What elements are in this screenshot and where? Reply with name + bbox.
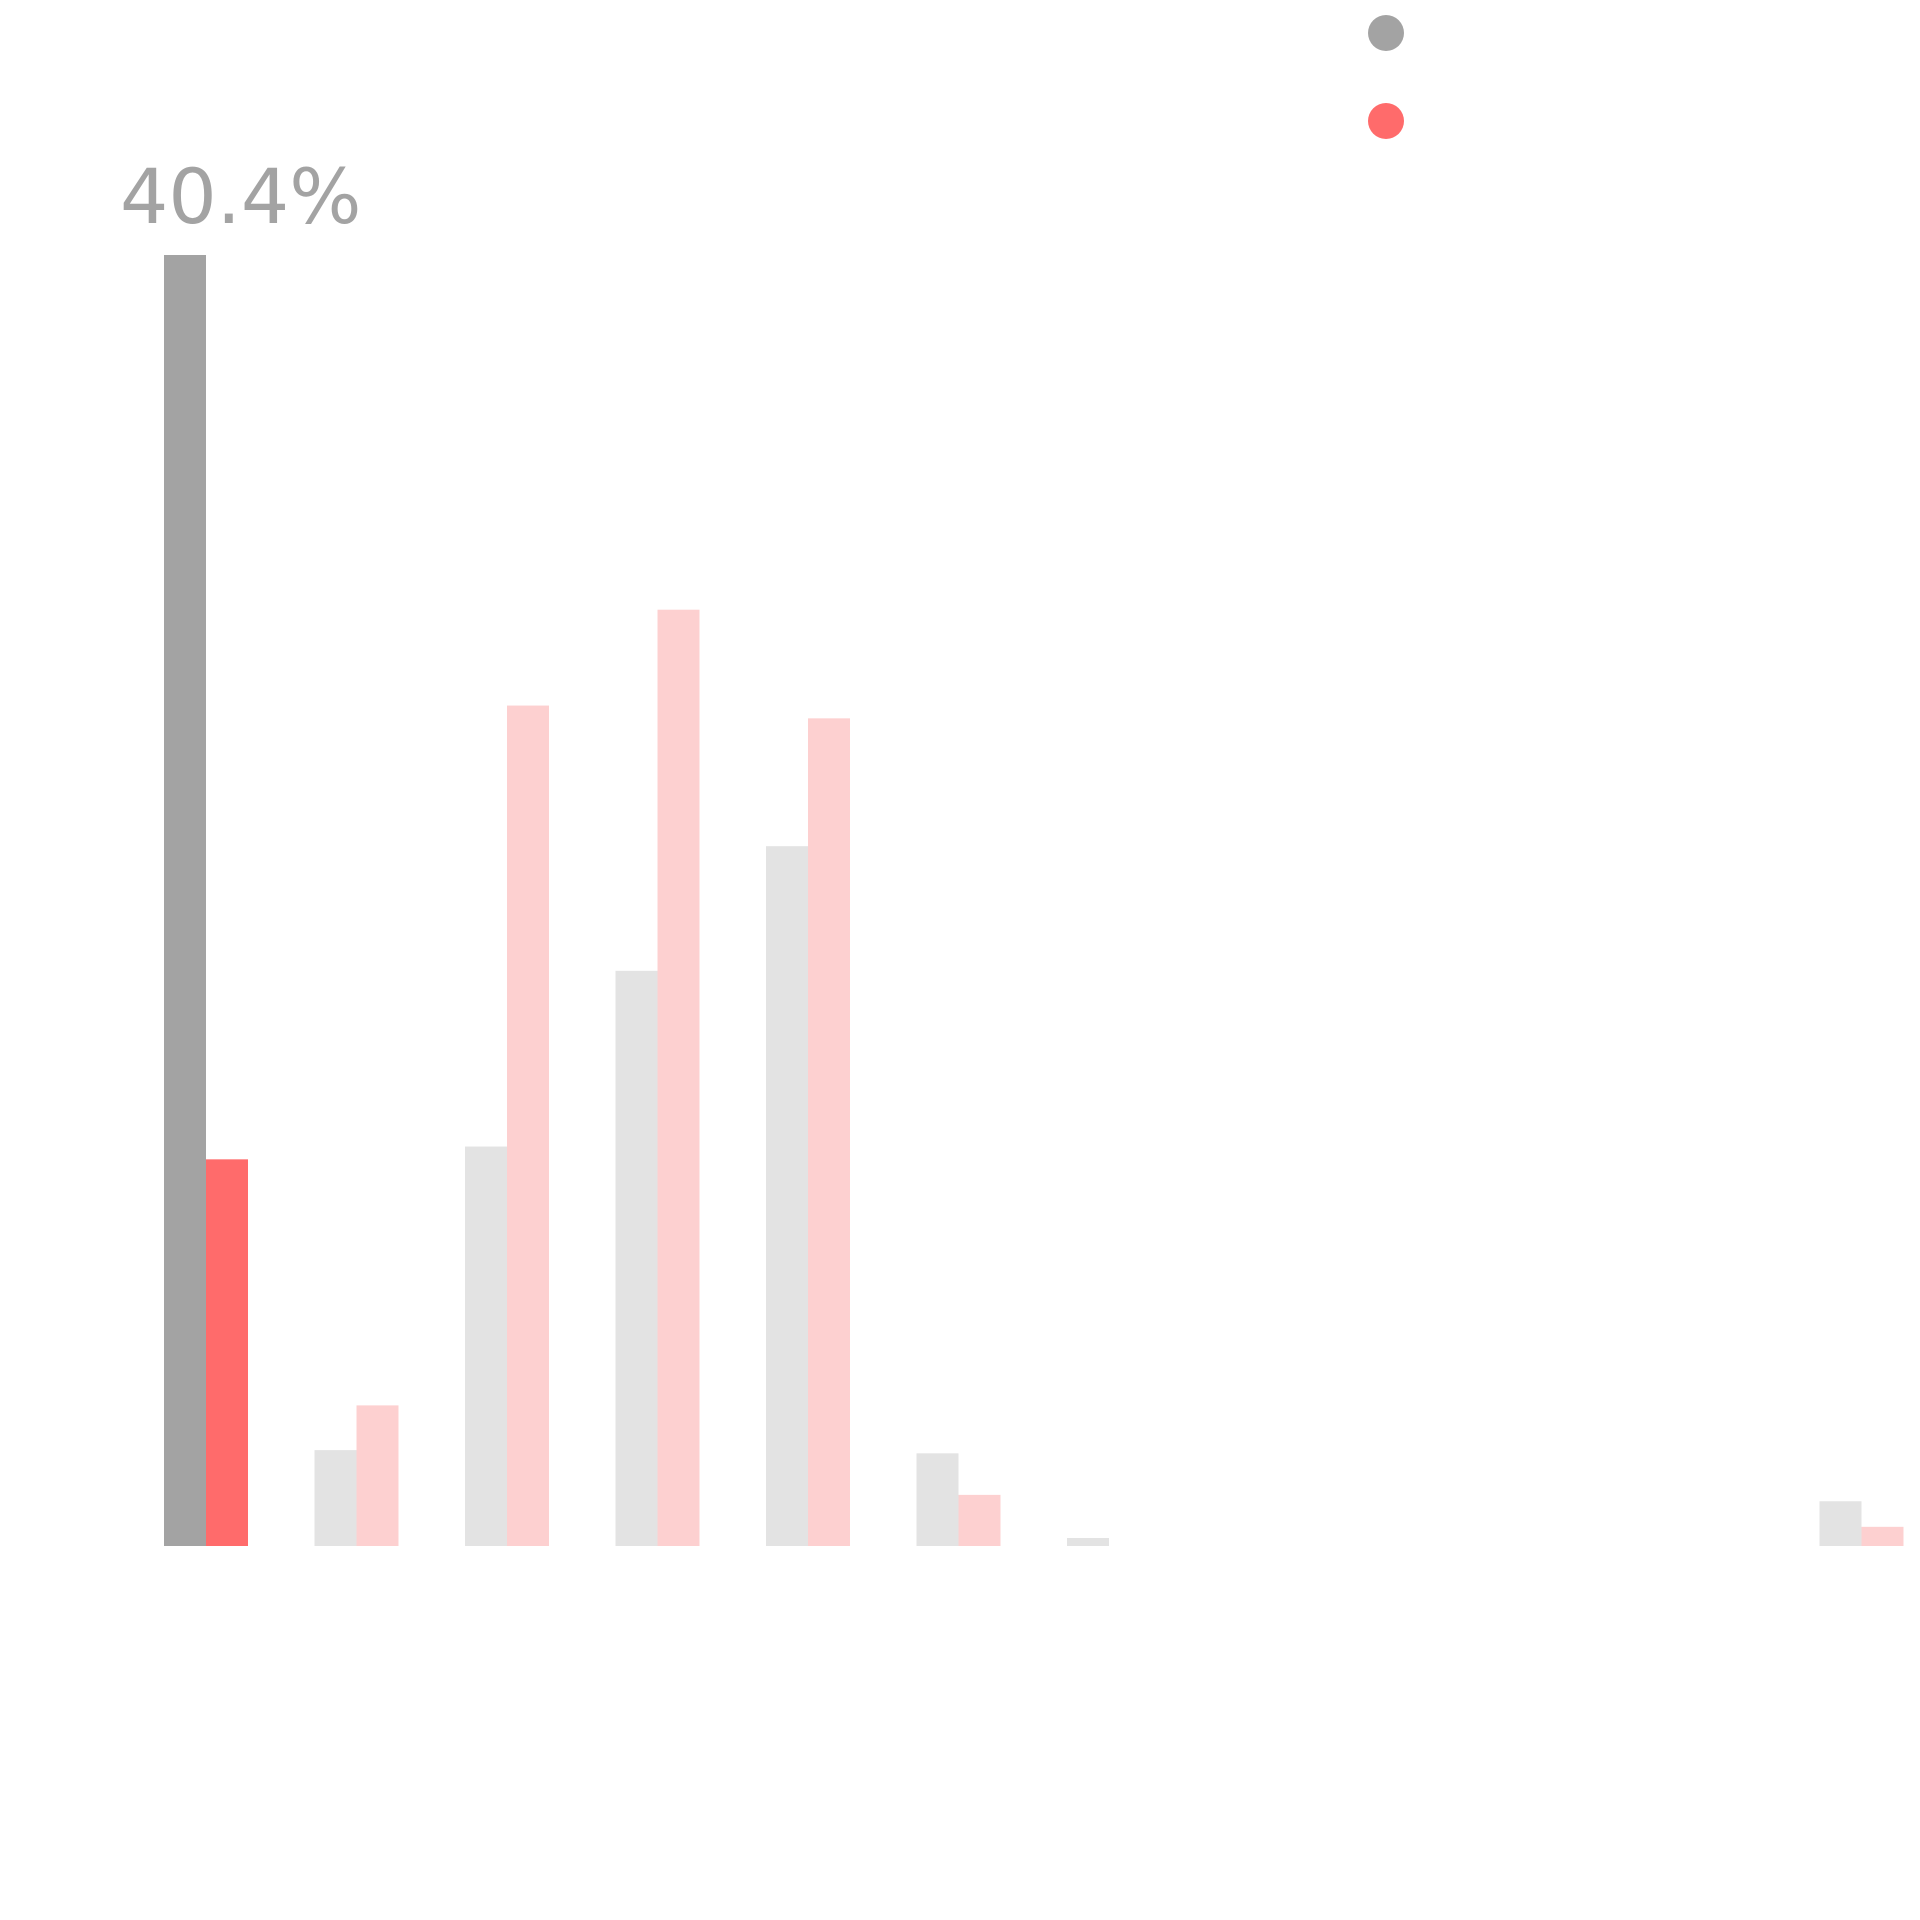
bar-series2-group12 — [1861, 1526, 1904, 1546]
bar-series2-group3 — [507, 705, 549, 1546]
legend-marker-2 — [1368, 103, 1404, 139]
bar-series1-group2 — [314, 1450, 357, 1546]
bar-series2-group6 — [958, 1494, 1001, 1546]
bar-series2-group1 — [206, 1159, 248, 1546]
bar-series1-group1 — [164, 255, 206, 1546]
chart-legend — [1368, 15, 1404, 139]
bar-series1-group4 — [615, 970, 658, 1546]
bar-series1-group3 — [465, 1146, 507, 1546]
bar-series1-group7 — [1067, 1538, 1109, 1546]
data-label-1: 40.4% — [120, 152, 361, 241]
legend-marker-1 — [1368, 15, 1404, 51]
bar-series2-group4 — [657, 609, 700, 1546]
bar-series1-group5 — [766, 846, 808, 1546]
chart-data-labels: 40.4% — [120, 152, 361, 241]
bar-series1-group12 — [1819, 1501, 1862, 1546]
bar-series2-group2 — [356, 1405, 399, 1546]
bar-series1-group6 — [916, 1453, 959, 1546]
bar-series2-group5 — [808, 718, 850, 1546]
chart-bars — [164, 255, 1904, 1546]
